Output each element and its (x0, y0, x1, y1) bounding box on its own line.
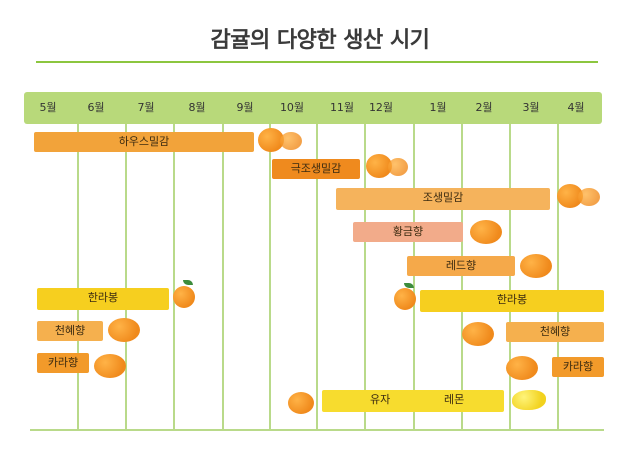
orange-icon (520, 254, 552, 278)
bar-house-mandarin: 하우스밀감 (34, 132, 254, 152)
hallabong-icon (173, 286, 195, 308)
hallabong-icon (394, 288, 416, 310)
bar-hallabong-early: 한라봉 (37, 288, 169, 310)
leaf-icon (183, 280, 193, 285)
peeled-mandarin-icon (280, 132, 302, 150)
grid-line (461, 124, 463, 429)
orange-icon (108, 318, 140, 342)
grid-line (173, 124, 175, 429)
bar-hallabong-late: 한라봉 (420, 290, 604, 312)
grid-line (509, 124, 511, 429)
bar-hwanggeumhyang: 황금향 (353, 222, 463, 242)
peeled-mandarin-icon (388, 158, 408, 176)
bar-karahyang-late: 카라향 (552, 357, 604, 377)
orange-icon (462, 322, 494, 346)
month-label: 9월 (236, 101, 254, 114)
grid-line (557, 124, 559, 429)
bar-early-mandarin: 조생밀감 (336, 188, 550, 210)
bar-redhyang: 레드향 (407, 256, 515, 276)
title-divider (36, 61, 598, 63)
month-label: 8월 (188, 101, 206, 114)
month-label: 11월 (329, 101, 355, 114)
bar-cheonhyehyang-early: 천혜향 (37, 321, 103, 341)
page-title: 감귤의 다양한 생산 시기 (210, 28, 430, 53)
month-label: 10월 (279, 101, 305, 114)
month-header-band (24, 92, 602, 124)
mandarin-icon (366, 154, 392, 178)
lemon-label: 레몬 (444, 393, 465, 406)
lemon-icon (512, 390, 546, 410)
peeled-mandarin-icon (578, 188, 600, 206)
month-label: 4월 (567, 101, 585, 114)
orange-icon (470, 220, 502, 244)
chart-baseline (30, 429, 604, 431)
grid-line (413, 124, 415, 429)
grid-line (222, 124, 224, 429)
bar-karahyang-early: 카라향 (37, 353, 89, 373)
mandarin-icon (258, 128, 284, 152)
grid-line (316, 124, 318, 429)
orange-icon (94, 354, 126, 378)
month-label: 1월 (429, 101, 447, 114)
leaf-icon (404, 283, 414, 288)
grid-line (364, 124, 366, 429)
month-label: 5월 (39, 101, 57, 114)
bar-cheonhyehyang-late: 천혜향 (506, 322, 604, 342)
orange-icon (506, 356, 538, 380)
month-label: 12월 (368, 101, 394, 114)
month-label: 7월 (137, 101, 155, 114)
bar-extra-early-mandarin: 극조생밀감 (272, 159, 360, 179)
yuja-label: 유자 (370, 393, 391, 406)
month-label: 6월 (87, 101, 105, 114)
yuja-icon (288, 392, 314, 414)
grid-line (269, 124, 271, 429)
month-label: 2월 (475, 101, 493, 114)
grid-line (77, 124, 79, 429)
grid-line (125, 124, 127, 429)
bar-yuja-lemon: 유자 레몬 (322, 390, 504, 412)
month-label: 3월 (522, 101, 540, 114)
